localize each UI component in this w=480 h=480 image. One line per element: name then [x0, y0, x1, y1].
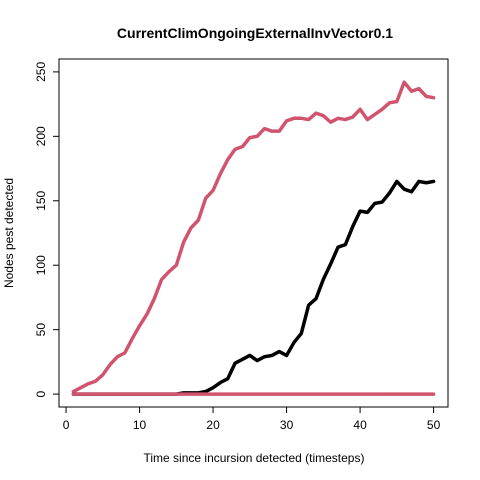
x-tick-label: 0 [63, 418, 70, 432]
x-tick-label: 40 [353, 418, 367, 432]
series-layer [73, 82, 433, 394]
series-line-1 [73, 82, 433, 391]
y-tick-label: 50 [34, 323, 48, 337]
series-line-2 [73, 181, 433, 394]
y-tick-label: 150 [34, 190, 48, 210]
x-tick-label: 10 [133, 418, 147, 432]
y-axis-label: Nodes pest detected [2, 178, 16, 288]
x-tick-label: 30 [280, 418, 294, 432]
y-tick-label: 250 [34, 62, 48, 82]
x-tick-label: 50 [427, 418, 441, 432]
y-tick-label: 200 [34, 126, 48, 146]
x-tick-label: 20 [206, 418, 220, 432]
x-axis-label: Time since incursion detected (timesteps… [144, 451, 365, 465]
x-axis: 0 10 20 30 40 50 [63, 407, 441, 432]
chart-title: CurrentClimOngoingExternalInvVector0.1 [117, 25, 393, 41]
y-tick-label: 100 [34, 255, 48, 275]
plot-frame [59, 59, 448, 407]
y-axis: 0 50 100 150 200 250 [34, 62, 59, 398]
y-tick-label: 0 [34, 390, 48, 397]
